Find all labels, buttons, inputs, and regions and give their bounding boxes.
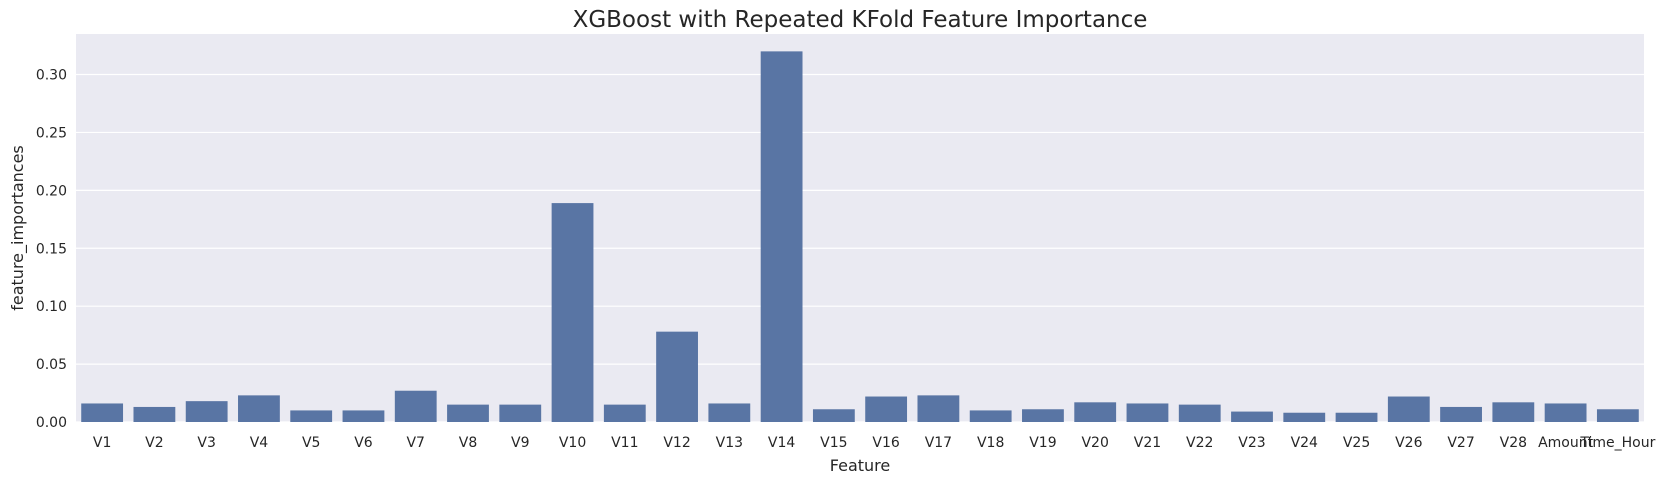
x-tick-label: V22 bbox=[1186, 435, 1213, 451]
bar-v6 bbox=[342, 410, 385, 422]
bar-v22 bbox=[1178, 404, 1221, 422]
x-tick-label: V17 bbox=[925, 435, 952, 451]
bar-v3 bbox=[185, 401, 228, 422]
bar-v1 bbox=[81, 403, 124, 422]
x-tick-label: V19 bbox=[1029, 435, 1056, 451]
x-tick-label: V26 bbox=[1395, 435, 1422, 451]
x-tick-label: V23 bbox=[1238, 435, 1265, 451]
bar-v28 bbox=[1492, 402, 1535, 422]
bar-v25 bbox=[1335, 412, 1378, 422]
x-tick-label: V11 bbox=[611, 435, 638, 451]
x-tick-label: V10 bbox=[559, 435, 586, 451]
x-tick-label: V13 bbox=[716, 435, 743, 451]
bar-v20 bbox=[1074, 402, 1117, 422]
x-tick-label: V14 bbox=[768, 435, 795, 451]
bar-v14 bbox=[760, 51, 803, 422]
x-tick-label: V20 bbox=[1081, 435, 1108, 451]
bar-v18 bbox=[969, 410, 1012, 422]
y-tick-label: 0.00 bbox=[36, 415, 67, 431]
x-tick-label: V5 bbox=[302, 435, 320, 451]
bar-v12 bbox=[656, 331, 698, 422]
plot-area bbox=[76, 34, 1644, 422]
x-tick-label: Amount bbox=[1538, 435, 1594, 451]
y-tick-label: 0.15 bbox=[36, 241, 67, 257]
bar-amount bbox=[1544, 403, 1587, 422]
x-tick-label: V25 bbox=[1343, 435, 1370, 451]
x-tick-label: V7 bbox=[406, 435, 424, 451]
x-tick-label: V24 bbox=[1291, 435, 1318, 451]
x-tick-label: V2 bbox=[145, 435, 163, 451]
x-axis-ticks: V1 V2 V3 V4 V5 V6 V7 V8 V9 V10 V11 V12 V13 V14 V15 V16 V… bbox=[93, 435, 1656, 451]
bar-time-hour bbox=[1596, 409, 1639, 422]
x-tick-label: V9 bbox=[511, 435, 529, 451]
x-tick-label: V3 bbox=[197, 435, 215, 451]
x-tick-label: V6 bbox=[354, 435, 373, 451]
y-tick-label: 0.20 bbox=[36, 183, 67, 199]
x-tick-label: V27 bbox=[1447, 435, 1474, 451]
x-tick-label: V4 bbox=[250, 435, 269, 451]
grid-lines bbox=[76, 73, 1644, 423]
bar-v23 bbox=[1231, 411, 1273, 422]
x-tick-label: V18 bbox=[977, 435, 1004, 451]
bar-v9 bbox=[499, 404, 542, 422]
bar-v10 bbox=[551, 203, 594, 422]
bar-v13 bbox=[708, 403, 751, 422]
bar-v8 bbox=[447, 404, 489, 422]
bar-v15 bbox=[812, 409, 855, 422]
bar-v17 bbox=[917, 395, 960, 422]
x-tick-label: V12 bbox=[663, 435, 690, 451]
bar-v24 bbox=[1283, 412, 1326, 422]
y-tick-label: 0.10 bbox=[36, 299, 67, 315]
y-tick-label: 0.05 bbox=[36, 357, 67, 373]
x-tick-label: V8 bbox=[459, 435, 477, 451]
bar-v26 bbox=[1387, 396, 1430, 422]
bar-v2 bbox=[133, 406, 176, 422]
bar-v19 bbox=[1022, 409, 1064, 422]
bar-v16 bbox=[865, 396, 908, 422]
x-tick-label: V1 bbox=[93, 435, 111, 451]
y-tick-label: 0.25 bbox=[36, 125, 67, 141]
bar-v5 bbox=[290, 410, 333, 422]
x-tick-label: Time_Hour bbox=[1579, 435, 1655, 451]
bar-v27 bbox=[1440, 406, 1482, 422]
x-tick-label: V28 bbox=[1500, 435, 1527, 451]
y-axis-ticks: 0.00 0.05 0.10 0.15 0.20 0.25 0.30 bbox=[36, 68, 67, 431]
bar-v21 bbox=[1126, 403, 1169, 422]
bar-v4 bbox=[238, 395, 280, 422]
bar-v11 bbox=[603, 404, 646, 422]
bar-v7 bbox=[394, 390, 437, 422]
y-tick-label: 0.30 bbox=[36, 68, 67, 84]
x-tick-label: V16 bbox=[872, 435, 899, 451]
y-axis-label: feature_importances bbox=[8, 145, 28, 311]
x-axis-label: Feature bbox=[830, 456, 890, 475]
x-tick-label: V15 bbox=[820, 435, 847, 451]
x-tick-label: V21 bbox=[1134, 435, 1161, 451]
bars bbox=[81, 51, 1639, 422]
chart-title: XGBoost with Repeated KFold Feature Impo… bbox=[573, 7, 1148, 33]
